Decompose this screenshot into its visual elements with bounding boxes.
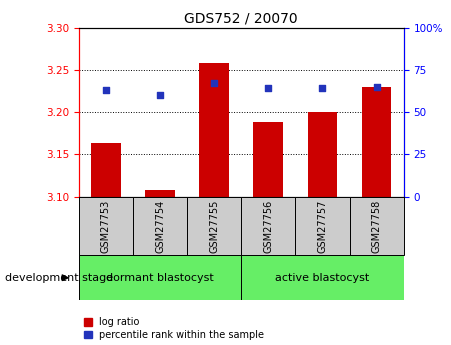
Text: GSM27755: GSM27755 <box>209 199 219 253</box>
FancyBboxPatch shape <box>79 255 241 300</box>
FancyBboxPatch shape <box>187 197 241 255</box>
Point <box>156 92 164 98</box>
Text: development stage: development stage <box>5 273 113 283</box>
FancyBboxPatch shape <box>295 197 350 255</box>
Point <box>373 84 380 90</box>
Point <box>319 86 326 91</box>
Point <box>211 81 218 86</box>
Bar <box>253 122 283 197</box>
Bar <box>145 190 175 197</box>
FancyBboxPatch shape <box>241 197 295 255</box>
Text: GSM27754: GSM27754 <box>155 199 165 253</box>
Text: GSM27758: GSM27758 <box>372 199 382 253</box>
Text: GSM27753: GSM27753 <box>101 199 111 253</box>
Bar <box>91 144 121 197</box>
FancyBboxPatch shape <box>133 197 187 255</box>
Text: GSM27757: GSM27757 <box>318 199 327 253</box>
Point <box>102 87 110 93</box>
Bar <box>308 112 337 197</box>
Text: active blastocyst: active blastocyst <box>276 273 369 283</box>
Bar <box>362 87 391 197</box>
Text: dormant blastocyst: dormant blastocyst <box>106 273 214 283</box>
FancyBboxPatch shape <box>79 197 133 255</box>
Point <box>265 86 272 91</box>
Legend: log ratio, percentile rank within the sample: log ratio, percentile rank within the sa… <box>84 317 264 340</box>
Title: GDS752 / 20070: GDS752 / 20070 <box>184 11 298 25</box>
FancyBboxPatch shape <box>241 255 404 300</box>
Text: GSM27756: GSM27756 <box>263 199 273 253</box>
Bar <box>199 63 229 197</box>
FancyBboxPatch shape <box>350 197 404 255</box>
